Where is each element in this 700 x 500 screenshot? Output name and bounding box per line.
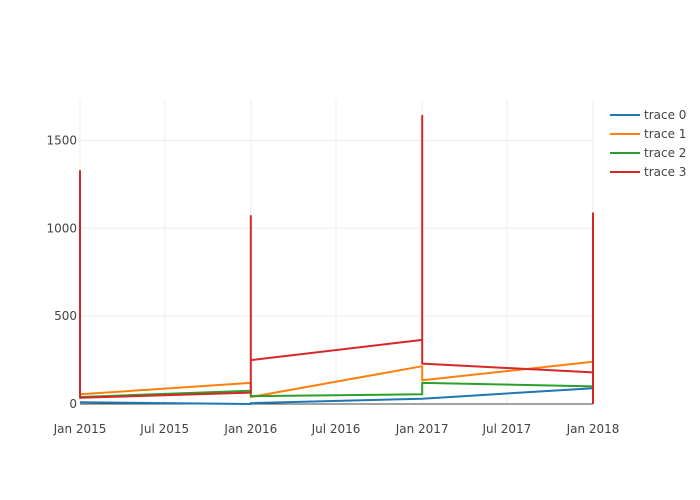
legend-label: trace 0 [644,108,686,122]
y-axis-ticks: 0 500 1000 1500 [46,133,77,411]
legend-label: trace 2 [644,146,686,160]
x-tick-label: Jan 2018 [566,422,620,436]
legend-label: trace 3 [644,165,686,179]
legend-item[interactable]: trace 0 [610,108,686,122]
x-tick-label: Jan 2017 [395,422,449,436]
x-tick-label: Jan 2016 [223,422,277,436]
x-tick-label: Jul 2017 [481,422,531,436]
x-axis-ticks: Jan 2015 Jul 2015 Jan 2016 Jul 2016 Jan 2017… [53,422,620,436]
y-tick-label: 1000 [46,221,77,235]
x-tick-label: Jan 2015 [53,422,107,436]
x-tick-label: Jul 2016 [311,422,361,436]
legend-item[interactable]: trace 2 [610,146,686,160]
legend-item[interactable]: trace 3 [610,165,686,179]
legend-label: trace 1 [644,127,686,141]
y-tick-label: 0 [69,397,77,411]
y-tick-label: 1500 [46,133,77,147]
x-tick-label: Jul 2015 [139,422,189,436]
x-gridlines [79,100,594,404]
y-gridlines [80,139,593,317]
y-tick-label: 500 [54,309,77,323]
series-line-3 [79,114,594,404]
legend-item[interactable]: trace 1 [610,127,686,141]
legend[interactable]: trace 0 trace 1 trace 2 trace 3 [610,108,686,179]
series-layer [79,114,594,405]
